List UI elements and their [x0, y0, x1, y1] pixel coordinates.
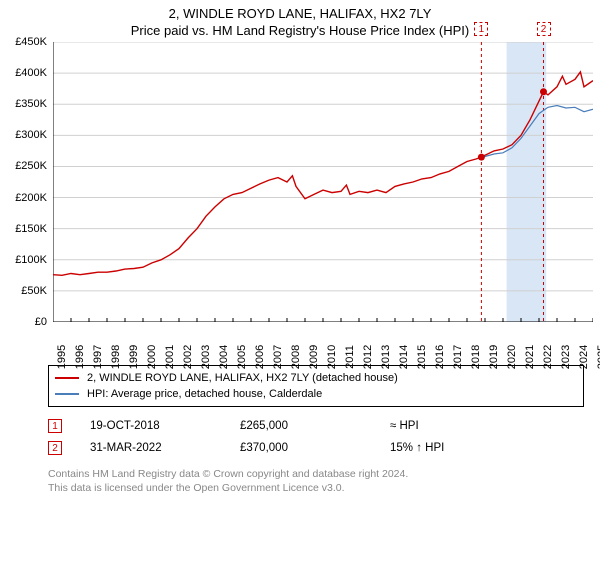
- footer-line1: Contains HM Land Registry data © Crown c…: [48, 467, 600, 481]
- x-axis-tick-label: 2018: [470, 345, 482, 369]
- x-axis-tick-label: 1997: [92, 345, 104, 369]
- x-axis-tick-label: 2020: [506, 345, 518, 369]
- footer-line2: This data is licensed under the Open Gov…: [48, 481, 600, 495]
- x-axis-tick-label: 1995: [56, 345, 68, 369]
- y-axis-tick-label: £300K: [15, 129, 47, 141]
- footer-attribution: Contains HM Land Registry data © Crown c…: [48, 467, 600, 495]
- transaction-marker-1: 1: [48, 419, 62, 433]
- y-axis-tick-label: £200K: [15, 192, 47, 204]
- y-axis-tick-label: £150K: [15, 223, 47, 235]
- event-marker-badge: 2: [537, 22, 551, 36]
- x-axis-tick-label: 2017: [452, 345, 464, 369]
- x-axis-tick-label: 2016: [434, 345, 446, 369]
- x-axis-tick-label: 2022: [542, 345, 554, 369]
- x-axis-tick-label: 2006: [254, 345, 266, 369]
- page-title-subtitle: Price paid vs. HM Land Registry's House …: [0, 23, 600, 38]
- y-axis-tick-label: £100K: [15, 254, 47, 266]
- transactions-table: 1 19-OCT-2018 £265,000 ≈ HPI 2 31-MAR-20…: [48, 415, 600, 459]
- x-axis-tick-label: 2003: [200, 345, 212, 369]
- legend-swatch-hpi: [55, 393, 79, 395]
- x-axis-tick-label: 2001: [164, 345, 176, 369]
- x-axis-tick-label: 2024: [578, 345, 590, 369]
- x-axis-tick-label: 2008: [290, 345, 302, 369]
- chart-legend: 2, WINDLE ROYD LANE, HALIFAX, HX2 7LY (d…: [48, 365, 584, 407]
- x-axis-tick-label: 2012: [362, 345, 374, 369]
- legend-swatch-property: [55, 377, 79, 379]
- x-axis-tick-label: 2007: [272, 345, 284, 369]
- x-axis-tick-label: 2005: [236, 345, 248, 369]
- transaction-price: £265,000: [240, 420, 390, 432]
- x-axis-tick-label: 2025: [596, 345, 600, 369]
- legend-row-property: 2, WINDLE ROYD LANE, HALIFAX, HX2 7LY (d…: [55, 370, 577, 386]
- chart-container: £0 £50K £100K £150K £200K £250K £300K £350K £400…: [5, 42, 595, 361]
- x-axis-tick-label: 2014: [398, 345, 410, 369]
- page-title-address: 2, WINDLE ROYD LANE, HALIFAX, HX2 7LY: [0, 6, 600, 21]
- price-chart: [53, 42, 593, 322]
- x-axis-tick-label: 2021: [524, 345, 536, 369]
- x-axis-tick-label: 2015: [416, 345, 428, 369]
- transaction-note: 15% ↑ HPI: [390, 442, 444, 454]
- x-axis-tick-label: 1999: [128, 345, 140, 369]
- x-axis-tick-label: 2019: [488, 345, 500, 369]
- y-axis-tick-label: £50K: [21, 285, 47, 297]
- x-axis-tick-label: 2004: [218, 345, 230, 369]
- y-axis-tick-label: £450K: [15, 36, 47, 48]
- x-axis-tick-label: 2002: [182, 345, 194, 369]
- x-axis-tick-label: 1996: [74, 345, 86, 369]
- transaction-price: £370,000: [240, 442, 390, 454]
- x-axis-tick-label: 2023: [560, 345, 572, 369]
- y-axis-tick-label: £250K: [15, 160, 47, 172]
- legend-row-hpi: HPI: Average price, detached house, Cald…: [55, 386, 577, 402]
- legend-label-hpi: HPI: Average price, detached house, Cald…: [87, 388, 322, 400]
- x-axis-tick-label: 2000: [146, 345, 158, 369]
- transaction-date: 19-OCT-2018: [90, 420, 240, 432]
- x-axis-tick-label: 2009: [308, 345, 320, 369]
- table-row: 1 19-OCT-2018 £265,000 ≈ HPI: [48, 415, 600, 437]
- x-axis-tick-label: 2010: [326, 345, 338, 369]
- transaction-date: 31-MAR-2022: [90, 442, 240, 454]
- legend-label-property: 2, WINDLE ROYD LANE, HALIFAX, HX2 7LY (d…: [87, 372, 398, 384]
- y-axis-tick-label: £350K: [15, 98, 47, 110]
- table-row: 2 31-MAR-2022 £370,000 15% ↑ HPI: [48, 437, 600, 459]
- y-axis-tick-label: £0: [35, 316, 47, 328]
- x-axis-tick-label: 1998: [110, 345, 122, 369]
- transaction-note: ≈ HPI: [390, 420, 419, 432]
- x-axis-tick-label: 2013: [380, 345, 392, 369]
- y-axis-tick-label: £400K: [15, 67, 47, 79]
- x-axis-tick-label: 2011: [344, 345, 356, 369]
- event-marker-badge: 1: [474, 22, 488, 36]
- transaction-marker-2: 2: [48, 441, 62, 455]
